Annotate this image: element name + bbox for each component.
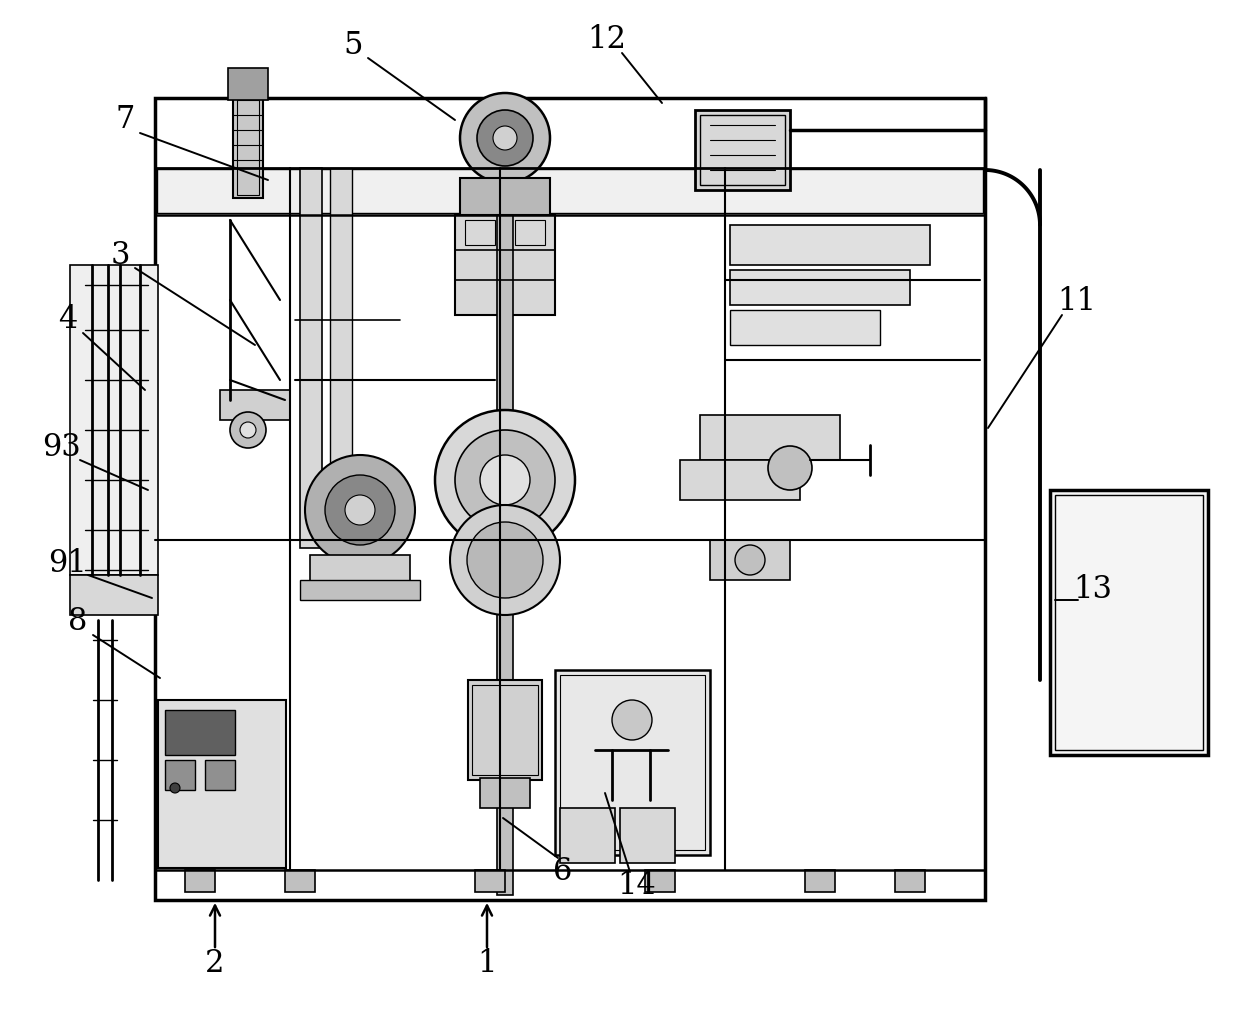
Bar [157,700,286,868]
Bar [645,870,675,892]
Bar [233,98,263,198]
Circle shape [455,430,556,530]
Text: 3: 3 [110,240,130,271]
Circle shape [345,495,374,525]
Circle shape [613,700,652,740]
Text: 12: 12 [588,24,626,56]
Bar [701,115,785,185]
Bar [165,760,195,790]
Text: 91: 91 [48,548,87,578]
Bar [460,178,551,218]
Bar [219,390,290,420]
Circle shape [735,545,765,575]
Circle shape [460,93,551,183]
Circle shape [467,522,543,598]
Bar [228,68,268,100]
Bar [300,580,420,600]
Bar [310,555,410,585]
Bar [680,460,800,500]
Bar [620,808,675,863]
Bar [472,685,538,775]
Bar [560,675,706,850]
Bar [560,808,615,863]
Text: 13: 13 [1074,574,1112,606]
Bar [300,168,322,548]
Bar [480,778,529,808]
Circle shape [229,412,267,448]
Bar [497,215,513,895]
Bar [1050,490,1208,755]
Bar [465,220,495,245]
Bar [711,540,790,580]
Bar [69,265,157,575]
Circle shape [435,410,575,550]
Bar [805,870,835,892]
Bar [730,225,930,265]
Circle shape [450,506,560,615]
Bar [730,310,880,345]
Bar [730,270,910,305]
Bar [467,680,542,780]
Bar [155,98,985,900]
Bar [330,168,352,548]
Bar [185,870,215,892]
Circle shape [768,446,812,490]
Bar [157,169,983,213]
Circle shape [170,783,180,793]
Bar [455,215,556,315]
Bar [475,870,505,892]
Text: 1: 1 [477,947,497,979]
Bar [895,870,925,892]
Circle shape [325,475,396,545]
Circle shape [305,455,415,565]
Bar [556,670,711,855]
Text: 14: 14 [618,870,656,902]
Text: 4: 4 [58,304,78,336]
Bar [694,110,790,190]
Circle shape [241,422,255,438]
Circle shape [480,455,529,506]
Text: 5: 5 [343,29,363,61]
Bar [237,100,259,195]
Text: 11: 11 [1058,286,1096,317]
Bar [1055,495,1203,750]
Text: 6: 6 [553,856,573,888]
Bar [69,575,157,615]
Text: 8: 8 [68,607,88,638]
Text: 2: 2 [206,947,224,979]
Bar [285,870,315,892]
Bar [701,415,839,460]
Bar [515,220,546,245]
Text: 93: 93 [42,432,82,462]
Bar [205,760,236,790]
Text: 7: 7 [115,104,135,135]
Circle shape [477,110,533,166]
Bar [165,710,236,755]
Circle shape [494,126,517,150]
